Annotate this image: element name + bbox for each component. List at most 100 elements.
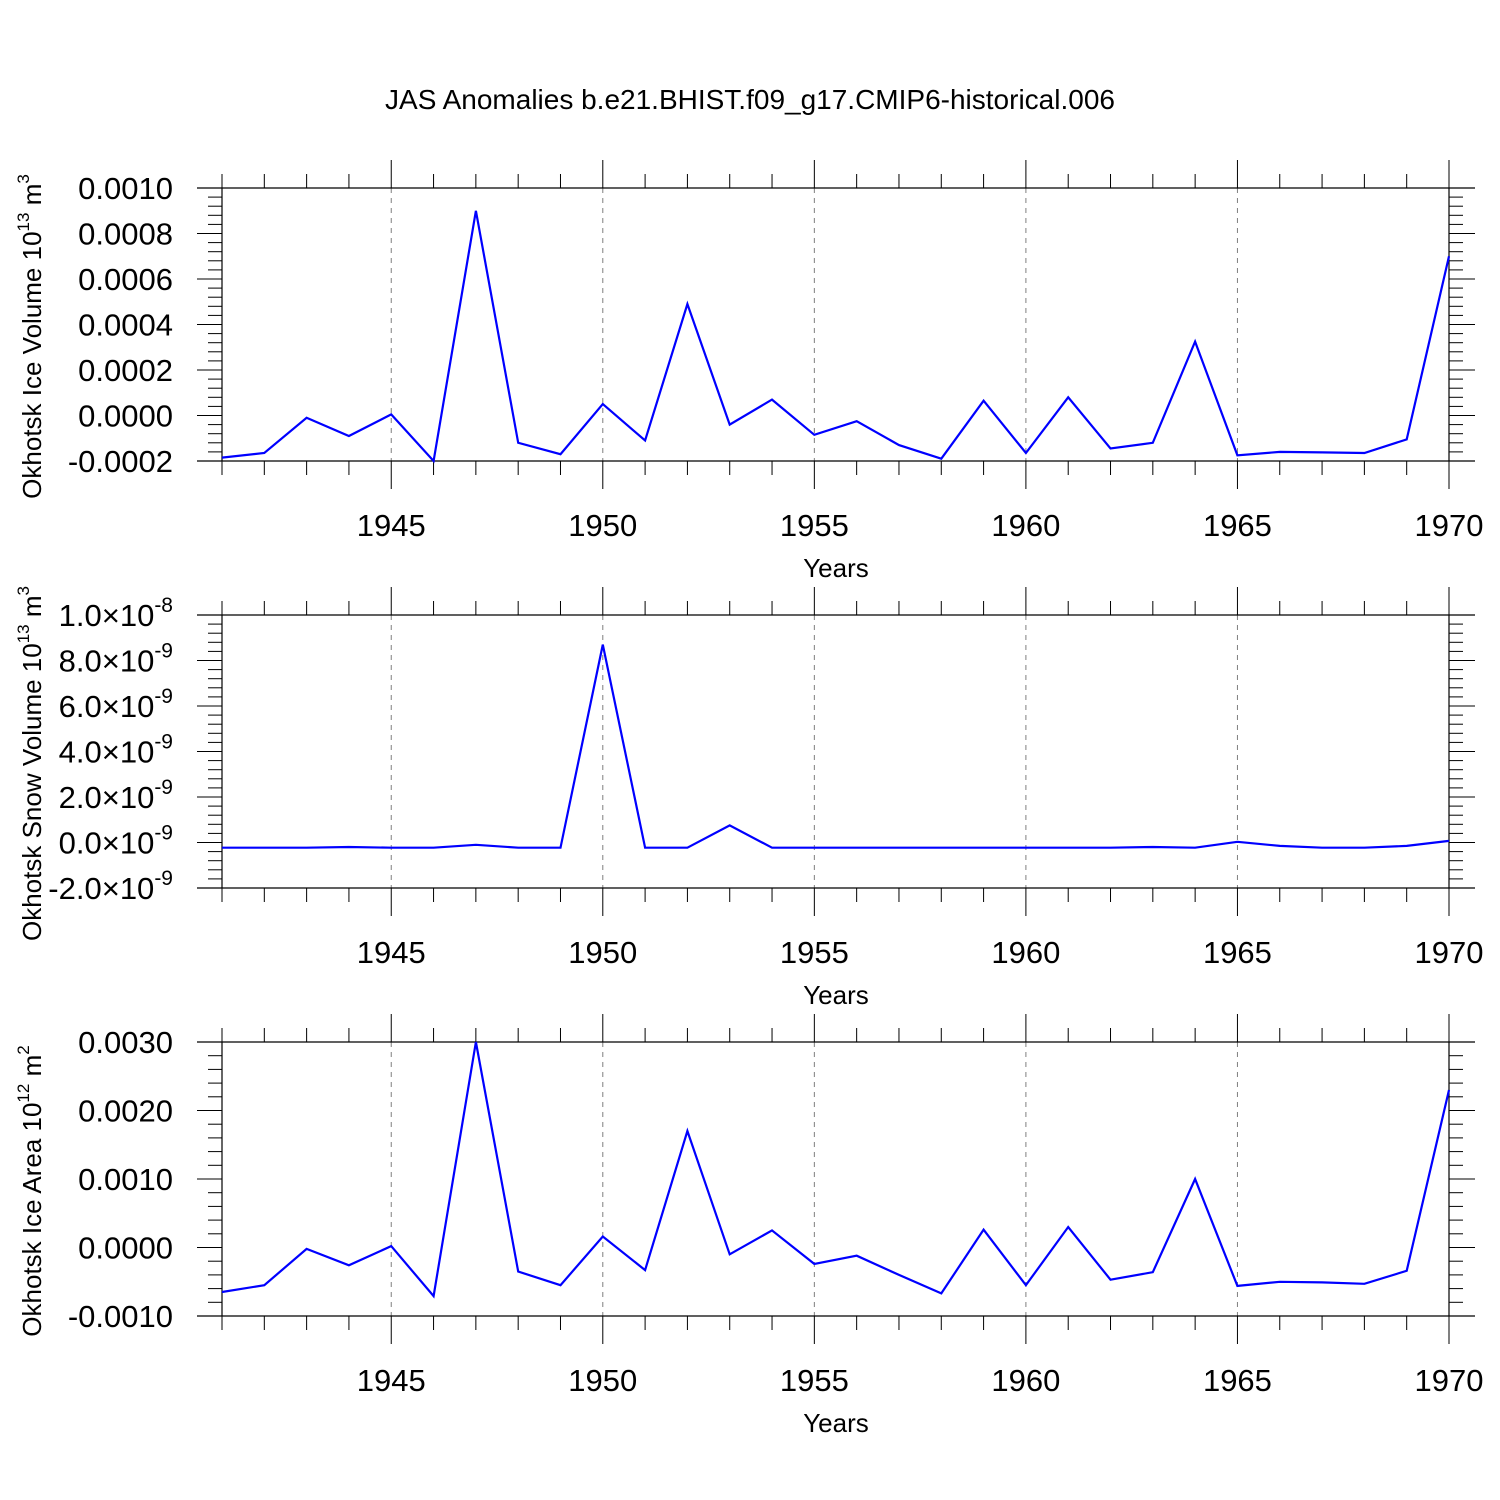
x-tick-label: 1945 xyxy=(357,935,426,970)
x-tick-label: 1950 xyxy=(568,1363,637,1398)
data-point xyxy=(856,420,858,422)
series-line xyxy=(221,1041,1451,1299)
data-point xyxy=(1321,847,1323,849)
data-point xyxy=(559,453,561,455)
data-point xyxy=(263,452,265,454)
data-point xyxy=(1363,452,1365,454)
data-point xyxy=(433,847,435,849)
x-tick-label: 1955 xyxy=(780,935,849,970)
data-point xyxy=(1067,1226,1069,1228)
y-tick-label: 6.0×10-9 xyxy=(59,685,173,724)
y-axis-label: Okhotsk Ice Volume 1013 m3 xyxy=(14,174,47,499)
y-tick-label: 0.0008 xyxy=(78,217,173,252)
x-tick-label: 1970 xyxy=(1415,1363,1484,1398)
x-tick-label: 1970 xyxy=(1415,935,1484,970)
panel-ice-volume: 1945 1950 1955 1960 1965 1970 Years -0.0002 0.00… xyxy=(14,160,1483,583)
y-tick-label: 0.0002 xyxy=(78,353,173,388)
panel-ice-area: 1945 1950 1955 1960 1965 1970 Years -0.0010 0.00… xyxy=(14,1014,1483,1438)
data-point xyxy=(1448,840,1450,842)
data-point xyxy=(1279,845,1281,847)
data-point xyxy=(1194,1178,1196,1180)
x-tick-label: 1965 xyxy=(1203,508,1272,543)
data-point xyxy=(771,1229,773,1231)
x-axis-label: Years xyxy=(803,553,869,583)
data-point xyxy=(559,847,561,849)
data-point xyxy=(1363,847,1365,849)
data-point xyxy=(602,644,604,646)
data-point xyxy=(390,1245,392,1247)
x-tick-label: 1965 xyxy=(1203,1363,1272,1398)
figure-title: JAS Anomalies b.e21.BHIST.f09_g17.CMIP6-… xyxy=(385,84,1115,115)
data-point xyxy=(433,460,435,462)
data-point xyxy=(898,847,900,849)
data-point xyxy=(602,1236,604,1238)
data-point xyxy=(348,1264,350,1266)
y-axis-label: Okhotsk Ice Area 1012 m2 xyxy=(14,1045,47,1336)
x-axis-label: Years xyxy=(803,980,869,1010)
data-point xyxy=(644,440,646,442)
data-point xyxy=(475,1041,477,1043)
data-point xyxy=(1279,451,1281,453)
data-point xyxy=(1152,1271,1154,1273)
data-point xyxy=(983,847,985,849)
x-tick-label: 1955 xyxy=(780,508,849,543)
x-tick-label: 1950 xyxy=(568,935,637,970)
x-axis-label: Years xyxy=(803,1408,869,1438)
data-point xyxy=(1321,1281,1323,1283)
data-point xyxy=(306,847,308,849)
data-point xyxy=(1321,451,1323,453)
data-point xyxy=(771,847,773,849)
data-point xyxy=(1363,1283,1365,1285)
data-point xyxy=(517,442,519,444)
y-tick-label: 0.0020 xyxy=(78,1094,173,1129)
data-point xyxy=(348,435,350,437)
data-point xyxy=(1067,396,1069,398)
data-point xyxy=(813,434,815,436)
x-tick-label: 1970 xyxy=(1415,508,1484,543)
data-point xyxy=(559,1284,561,1286)
x-tick-label: 1945 xyxy=(357,1363,426,1398)
data-point xyxy=(433,1295,435,1297)
y-tick-label: 0.0006 xyxy=(78,262,173,297)
data-point xyxy=(1448,255,1450,257)
x-tick-label: 1950 xyxy=(568,508,637,543)
data-point xyxy=(602,403,604,405)
data-point xyxy=(1067,847,1069,849)
data-point xyxy=(1025,452,1027,454)
y-tick-label: 0.0004 xyxy=(78,308,173,343)
data-point xyxy=(898,444,900,446)
data-point xyxy=(263,847,265,849)
data-point xyxy=(390,413,392,415)
data-point xyxy=(1110,447,1112,449)
data-point xyxy=(1152,442,1154,444)
y-tick-label: 0.0010 xyxy=(78,171,173,206)
data-point xyxy=(475,844,477,846)
data-point xyxy=(644,847,646,849)
y-tick-label: -0.0010 xyxy=(68,1299,173,1334)
data-point xyxy=(729,424,731,426)
y-tick-label: 1.0×10-8 xyxy=(59,594,173,633)
y-tick-label: 4.0×10-9 xyxy=(59,731,173,770)
data-point xyxy=(1110,1279,1112,1281)
x-tick-label: 1960 xyxy=(991,935,1060,970)
data-point xyxy=(1279,1281,1281,1283)
y-axis-label: Okhotsk Snow Volume 1013 m3 xyxy=(14,586,47,941)
y-tick-label: -2.0×10-9 xyxy=(48,867,173,906)
data-point xyxy=(1236,841,1238,843)
data-point xyxy=(729,824,731,826)
data-point xyxy=(517,847,519,849)
y-tick-label: 0.0030 xyxy=(78,1025,173,1060)
data-point xyxy=(983,1229,985,1231)
data-point xyxy=(771,399,773,401)
data-point xyxy=(1194,341,1196,343)
panel-snow-volume: 1945 1950 1955 1960 1965 1970 Years -2.0×10-9 0.… xyxy=(14,586,1483,1010)
data-point xyxy=(1406,1270,1408,1272)
data-point xyxy=(1406,845,1408,847)
data-point xyxy=(1194,847,1196,849)
data-point xyxy=(940,847,942,849)
data-point xyxy=(686,1130,688,1132)
y-tick-label: 0.0×10-9 xyxy=(59,822,173,861)
x-tick-label: 1960 xyxy=(991,1363,1060,1398)
data-point xyxy=(1406,438,1408,440)
